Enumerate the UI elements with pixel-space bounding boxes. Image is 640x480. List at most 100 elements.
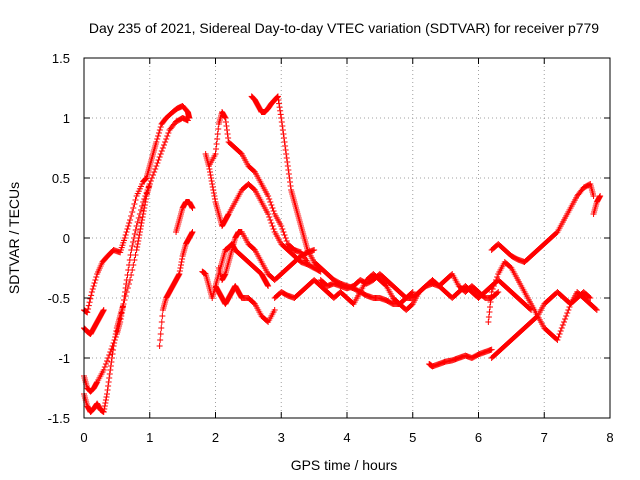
- data-point: [597, 193, 604, 199]
- data-point: [130, 205, 137, 211]
- data-point: [158, 319, 165, 325]
- data-point: [105, 379, 112, 385]
- data-point: [279, 127, 286, 133]
- series-track-d: [81, 307, 107, 337]
- y-tick-label: -1.5: [48, 411, 70, 426]
- data-point: [286, 175, 293, 181]
- data-point: [131, 257, 138, 263]
- data-point: [282, 147, 289, 153]
- data-point: [160, 142, 167, 148]
- data-point: [100, 409, 107, 415]
- data-point: [140, 211, 147, 217]
- data-point: [266, 196, 273, 202]
- series-track-f: [173, 199, 196, 235]
- data-point: [137, 226, 144, 232]
- data-point: [132, 227, 139, 233]
- data-point: [281, 139, 288, 145]
- data-point: [210, 190, 217, 196]
- data-point: [113, 328, 120, 334]
- data-point: [100, 367, 107, 373]
- data-point: [155, 157, 162, 163]
- y-tick-label: -1: [58, 351, 70, 366]
- data-point: [93, 274, 100, 280]
- data-point: [278, 115, 285, 121]
- data-point: [188, 230, 195, 236]
- data-point: [280, 135, 287, 141]
- data-point: [282, 143, 289, 149]
- data-point: [165, 130, 172, 136]
- data-point: [285, 171, 292, 177]
- data-point: [130, 262, 137, 268]
- data-point: [287, 179, 294, 185]
- data-point: [269, 205, 276, 211]
- data-point: [274, 94, 281, 100]
- data-point: [178, 259, 185, 265]
- data-point: [156, 127, 163, 133]
- data-point: [107, 363, 114, 369]
- data-point: [129, 243, 136, 249]
- data-point: [189, 205, 196, 211]
- data-point: [494, 290, 501, 296]
- series-track-j: [215, 229, 318, 283]
- data-point: [277, 107, 284, 114]
- data-point: [153, 163, 160, 169]
- data-point: [131, 201, 138, 207]
- data-point: [142, 196, 149, 202]
- data-point: [269, 223, 276, 229]
- series-track-h: [205, 109, 311, 265]
- data-point: [142, 175, 149, 182]
- data-point: [135, 215, 142, 221]
- data-point: [177, 262, 184, 268]
- y-axis-label: SDTVAR / TECUs: [6, 182, 22, 294]
- data-point: [132, 252, 139, 258]
- data-point: [276, 100, 283, 107]
- data-point: [87, 295, 94, 302]
- data-point: [101, 364, 108, 370]
- data-point: [90, 283, 97, 289]
- data-point: [142, 199, 149, 205]
- data-point: [163, 136, 170, 142]
- data-point: [209, 181, 216, 187]
- data-point: [108, 355, 115, 361]
- data-point: [125, 223, 132, 229]
- data-point: [157, 124, 164, 130]
- grid-lines: [84, 58, 610, 418]
- data-point: [222, 119, 229, 125]
- data-point: [104, 387, 111, 393]
- data-point: [86, 299, 93, 306]
- data-point: [311, 247, 318, 253]
- series-track-l: [248, 93, 416, 307]
- data-point: [208, 175, 215, 181]
- data-point: [554, 337, 561, 343]
- data-point: [128, 272, 135, 278]
- data-point: [221, 272, 228, 278]
- data-point: [284, 163, 291, 169]
- data-point: [211, 196, 218, 202]
- data-point: [223, 123, 230, 129]
- data-point: [265, 283, 272, 289]
- data-point: [130, 239, 137, 245]
- x-tick-labels: 0 1 2 3 4 5 6 7 8: [80, 430, 613, 445]
- data-point: [188, 204, 195, 210]
- series-track-k: [212, 283, 278, 325]
- data-point: [122, 293, 129, 299]
- data-point: [222, 115, 229, 121]
- data-point: [137, 223, 144, 229]
- data-point: [155, 130, 162, 136]
- data-point: [205, 163, 212, 169]
- data-point: [150, 172, 157, 178]
- data-point: [128, 247, 135, 253]
- data-point: [103, 394, 110, 400]
- data-point: [556, 331, 563, 337]
- data-markers: [81, 93, 604, 415]
- data-point: [177, 265, 184, 271]
- data-point: [265, 193, 272, 199]
- x-tick-label: 3: [278, 430, 285, 445]
- data-point: [101, 403, 108, 409]
- x-tick-label: 2: [212, 430, 219, 445]
- data-point: [106, 375, 113, 381]
- data-point: [124, 285, 131, 291]
- data-point: [175, 272, 182, 278]
- data-point: [127, 217, 134, 223]
- x-tick-label: 6: [475, 430, 482, 445]
